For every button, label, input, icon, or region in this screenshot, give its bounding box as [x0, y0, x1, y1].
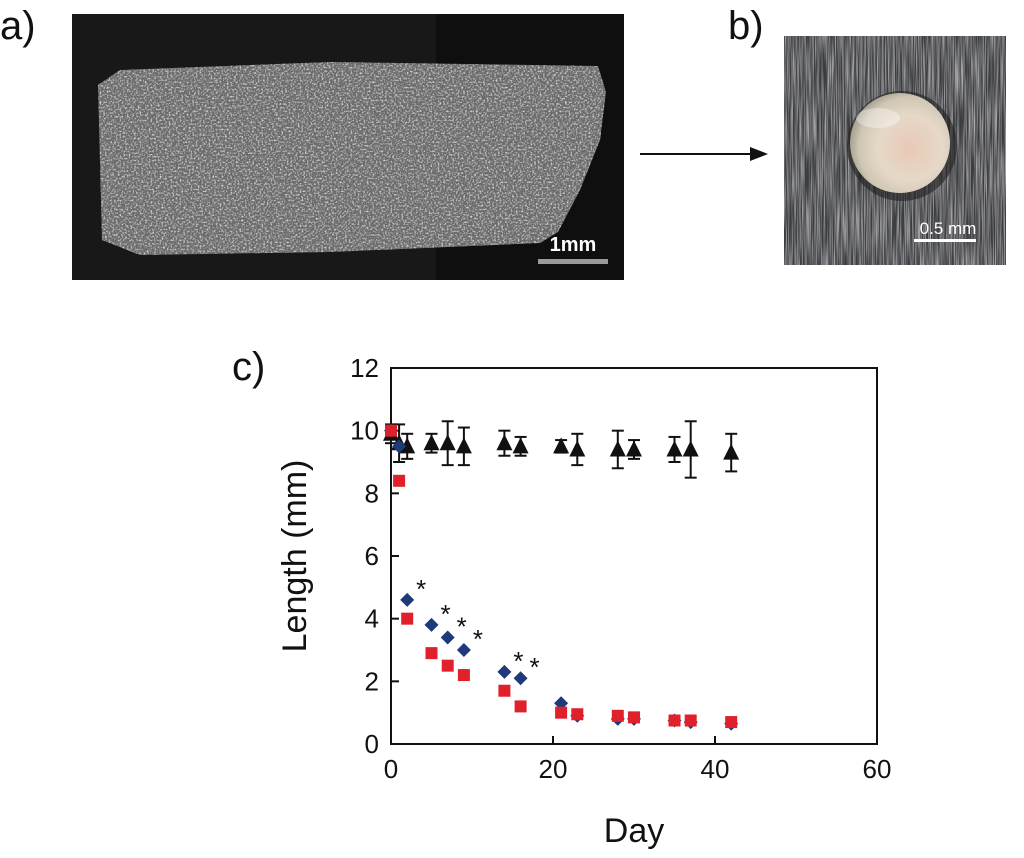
significance-star: *: [416, 574, 426, 604]
diamond-point: [440, 630, 455, 645]
scale-bar-a: [538, 259, 608, 264]
triangle-point: [399, 437, 416, 454]
triangle-point: [609, 440, 626, 457]
x-tick-label: 40: [701, 754, 730, 784]
square-point: [555, 706, 568, 719]
diamond-point: [456, 643, 471, 657]
panel-b-label: b): [728, 4, 764, 48]
significance-star: *: [530, 652, 540, 682]
y-tick-label: 12: [350, 353, 379, 383]
square-point: [514, 700, 527, 713]
triangle-point: [569, 440, 586, 457]
arrow-a-to-b: [640, 147, 768, 161]
disc-sample: [850, 93, 950, 193]
panel-b-photo: 0.5 mm: [784, 36, 1006, 265]
series-triangle: [383, 420, 740, 479]
diamond-point: [513, 671, 528, 686]
square-point: [684, 714, 697, 727]
x-tick-label: 0: [384, 754, 398, 784]
panel-a-label: a): [0, 4, 36, 48]
triangle-point: [666, 440, 683, 457]
significance-star: *: [513, 646, 523, 676]
square-point: [425, 647, 438, 660]
square-point: [401, 612, 414, 625]
triangle-point: [439, 434, 456, 451]
square-point: [611, 709, 624, 722]
disc-highlight: [856, 108, 900, 128]
significance-star: *: [440, 599, 450, 629]
triangle-point: [723, 443, 740, 460]
diamond-point: [400, 592, 415, 607]
series-square: [385, 424, 738, 729]
triangle-point: [682, 440, 699, 457]
significance-annotations: ** * ** *: [416, 574, 540, 682]
plot-frame: [390, 367, 878, 745]
triangle-point: [496, 434, 513, 451]
square-point: [393, 474, 406, 487]
triangle-point: [512, 437, 529, 454]
significance-star: *: [457, 611, 467, 641]
panel-a-micrograph: 1mm: [72, 14, 624, 280]
square-point: [385, 424, 397, 437]
triangle-point: [455, 437, 472, 454]
y-tick-label: 10: [350, 416, 379, 446]
significance-star: *: [473, 624, 483, 654]
triangle-point: [553, 437, 570, 454]
square-point: [498, 684, 511, 697]
x-axis: 0 20 40 60: [384, 736, 892, 784]
square-point: [571, 708, 584, 721]
square-point: [628, 711, 640, 724]
diamond-point: [392, 439, 407, 454]
scale-bar-b-label: 0.5 mm: [920, 219, 977, 238]
y-tick-label: 8: [365, 478, 379, 508]
square-point: [441, 659, 454, 672]
y-tick-label: 6: [365, 541, 379, 571]
scaffold-texture: [98, 62, 606, 255]
y-axis-title: Length (mm): [276, 460, 314, 653]
panel-c-label: c): [232, 345, 266, 389]
square-point: [457, 669, 470, 682]
scale-bar-a-label: 1mm: [550, 234, 597, 256]
series-diamond: [384, 423, 739, 731]
x-tick-label: 60: [863, 754, 892, 784]
x-tick-label: 20: [539, 754, 568, 784]
triangle-point: [423, 434, 440, 451]
y-tick-label: 2: [365, 666, 379, 696]
triangle-point: [626, 440, 642, 457]
y-tick-label: 4: [365, 604, 379, 634]
data-series: [383, 420, 740, 731]
scale-bar-b: [914, 239, 976, 242]
y-tick-label: 0: [365, 729, 379, 759]
diamond-point: [424, 617, 439, 632]
square-point: [668, 714, 681, 727]
diamond-point: [497, 664, 512, 679]
square-point: [725, 716, 738, 729]
x-axis-title: Day: [604, 812, 664, 850]
